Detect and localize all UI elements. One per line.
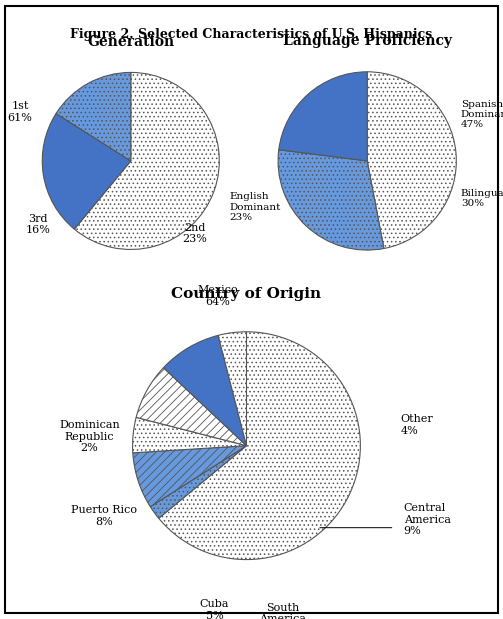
Wedge shape bbox=[133, 417, 246, 453]
Wedge shape bbox=[163, 335, 246, 446]
Title: Language Proficiency: Language Proficiency bbox=[283, 34, 452, 48]
Wedge shape bbox=[218, 332, 246, 446]
Text: Mexico
64%: Mexico 64% bbox=[198, 285, 238, 307]
Text: 3rd
16%: 3rd 16% bbox=[25, 214, 50, 235]
Title: Generation: Generation bbox=[87, 35, 175, 49]
Text: Cuba
5%: Cuba 5% bbox=[200, 599, 229, 619]
Wedge shape bbox=[136, 368, 246, 446]
Wedge shape bbox=[133, 446, 246, 507]
Wedge shape bbox=[159, 332, 360, 560]
Wedge shape bbox=[74, 72, 219, 249]
Text: Other
4%: Other 4% bbox=[400, 414, 433, 436]
Text: Puerto Rico
8%: Puerto Rico 8% bbox=[71, 506, 137, 527]
Wedge shape bbox=[42, 113, 131, 229]
Text: Figure 2. Selected Characteristics of U.S. Hispanics: Figure 2. Selected Characteristics of U.… bbox=[70, 28, 433, 41]
Text: Central
America
9%: Central America 9% bbox=[403, 503, 451, 536]
Text: Dominican
Republic
2%: Dominican Republic 2% bbox=[59, 420, 120, 453]
Text: 1st
61%: 1st 61% bbox=[8, 102, 33, 123]
Text: 2nd
23%: 2nd 23% bbox=[182, 223, 207, 245]
Text: English
Dominant
23%: English Dominant 23% bbox=[229, 193, 280, 222]
Text: South
America
8%: South America 8% bbox=[260, 603, 306, 619]
Wedge shape bbox=[279, 72, 367, 161]
Text: Spanish
Dominant
47%: Spanish Dominant 47% bbox=[461, 100, 503, 129]
Wedge shape bbox=[150, 446, 246, 518]
Wedge shape bbox=[56, 72, 131, 161]
Text: Bilingual
30%: Bilingual 30% bbox=[461, 189, 503, 208]
Wedge shape bbox=[278, 150, 384, 250]
Wedge shape bbox=[367, 72, 456, 248]
Title: Country of Origin: Country of Origin bbox=[172, 287, 321, 301]
